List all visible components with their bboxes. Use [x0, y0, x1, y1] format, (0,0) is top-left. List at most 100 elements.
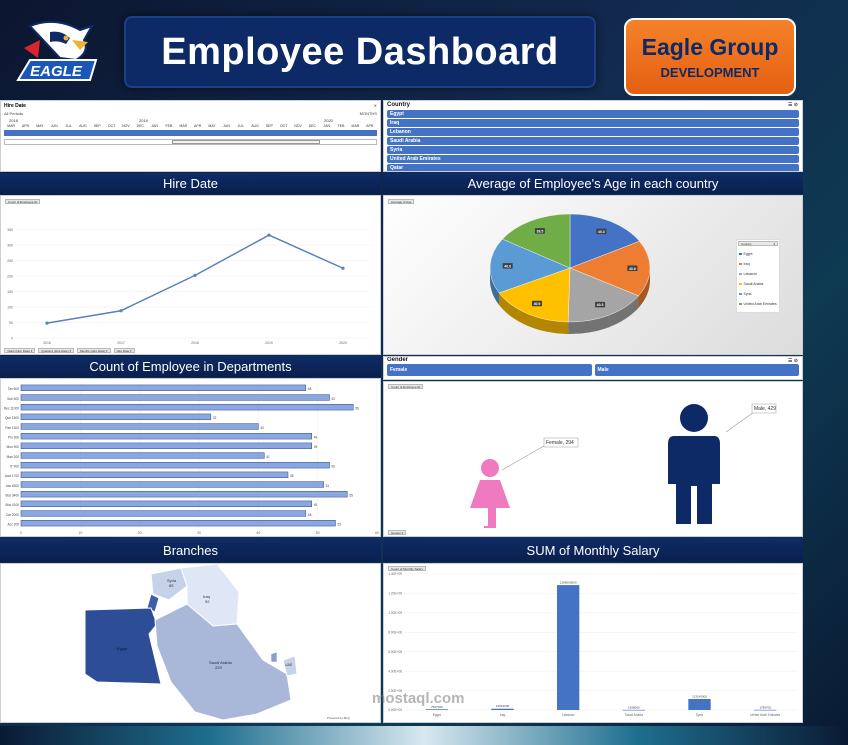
- gender-axis-field-button[interactable]: Gender ▾: [388, 530, 407, 535]
- salary-bar: [491, 708, 514, 710]
- salary-bar: [622, 709, 645, 711]
- timeline-month[interactable]: NOV: [294, 124, 302, 128]
- dept-bar: [20, 442, 312, 449]
- dept-bar: [20, 500, 312, 507]
- map-region-lebanon: [146, 593, 160, 613]
- line-filter-button[interactable]: Years (Hire Date) ▾: [4, 348, 36, 353]
- slicer-multiselect-icon[interactable]: ☰ ⊘: [787, 102, 798, 108]
- timeline-month[interactable]: AUG: [251, 124, 259, 128]
- line-filter-button[interactable]: Months (Hire Date) ▾: [76, 348, 111, 353]
- timeline-month[interactable]: JAN: [151, 124, 158, 128]
- timeline-month[interactable]: JUN: [222, 124, 230, 128]
- country-slicer[interactable]: Country ☰ ⊘ Egypt Iraq Lebanon Saudi Arabia…: [383, 100, 803, 172]
- timeline-month[interactable]: JUL: [65, 124, 72, 128]
- timeline-granularity[interactable]: MONTHS: [359, 111, 377, 116]
- timeline-month[interactable]: APR: [21, 124, 30, 128]
- timeline-month[interactable]: OCT: [280, 124, 288, 128]
- country-item[interactable]: Egypt: [387, 110, 799, 118]
- line-value-field-button[interactable]: Count of Employee ID: [5, 199, 41, 204]
- pie-value-field-button[interactable]: Average of Age: [388, 199, 415, 204]
- timeline-month[interactable]: JUL: [237, 124, 244, 128]
- line-filter-button[interactable]: Hire Date ▾: [113, 348, 135, 353]
- timeline-month[interactable]: OCT: [107, 124, 116, 128]
- line-x-tick: 2020: [339, 341, 347, 345]
- dept-x-tick: 40: [256, 531, 260, 535]
- dept-bar: [20, 481, 324, 488]
- map-credit: Powered by Bing: [327, 716, 350, 720]
- country-item[interactable]: Qatar: [387, 164, 799, 171]
- timeline-month[interactable]: APR: [194, 124, 202, 128]
- timeline-month[interactable]: FEB: [165, 124, 173, 128]
- salary-value-field-button[interactable]: Count of Monthly Salary: [388, 566, 427, 571]
- pie-slice-side: [638, 268, 650, 308]
- country-item[interactable]: Syria: [387, 146, 799, 154]
- timeline-month[interactable]: MAY: [36, 124, 44, 128]
- hire-date-line-chart: 0 50 100 150 200 250 300 350 2016 2017 2018 2019 202…: [7, 228, 371, 345]
- gender-item-male[interactable]: Male: [594, 364, 799, 376]
- pie-data-label: 40.0: [504, 264, 511, 268]
- line-y-tick: 0: [11, 337, 13, 341]
- timeline-month[interactable]: MAR: [179, 124, 188, 128]
- salary-y-tick: 4.00E+08: [388, 669, 402, 673]
- timeline-month[interactable]: DEC: [136, 124, 144, 128]
- salary-category-label: Lebanon: [562, 713, 575, 717]
- dept-data-label: 48: [308, 513, 312, 517]
- timeline-month[interactable]: DEC: [308, 124, 317, 128]
- dept-category-label: Mon 900: [7, 445, 20, 449]
- logo-text: EAGLE: [30, 63, 83, 80]
- pie-slice-side: [490, 268, 500, 305]
- dept-category-label: Tax 600: [8, 387, 19, 391]
- timeline-month[interactable]: AUG: [79, 124, 87, 128]
- salary-data-label: 113140000: [692, 695, 707, 699]
- timeline-month[interactable]: JAN: [323, 124, 331, 128]
- section-bar-hire-date: Hire Date: [0, 173, 381, 194]
- gender-value-field-button[interactable]: Count of Employee ID: [388, 384, 424, 389]
- gender-item-female[interactable]: Female: [387, 364, 592, 376]
- dept-data-label: 41: [266, 455, 270, 459]
- pie-legend-item: Syria: [739, 289, 777, 299]
- timeline-year: 2020: [324, 118, 333, 123]
- timeline-scrollbar[interactable]: [4, 139, 377, 145]
- gender-multiselect-icon[interactable]: ☰ ⊘: [787, 357, 798, 364]
- timeline-month[interactable]: JUN: [50, 124, 58, 128]
- map-value-syria: 85: [169, 583, 174, 588]
- country-item[interactable]: United Arab Emirates: [387, 155, 799, 163]
- timeline-year: 2019: [139, 118, 148, 123]
- salary-data-label: 1268000: [628, 705, 640, 709]
- pie-label-box: [502, 263, 513, 269]
- dept-category-label: Car 2000: [6, 513, 19, 517]
- line-filter-button[interactable]: Quarters (Hire Date) ▾: [38, 348, 74, 353]
- timeline-month[interactable]: MAY: [208, 124, 216, 128]
- clear-filter-icon[interactable]: ✕: [373, 103, 377, 108]
- dept-data-label: 49: [314, 445, 318, 449]
- pie-slice: [567, 267, 639, 323]
- timeline-month[interactable]: NOV: [122, 124, 130, 128]
- page-title: Employee Dashboard: [161, 30, 559, 73]
- timeline-month[interactable]: MAR: [7, 124, 16, 128]
- timeline-month[interactable]: APR: [366, 124, 374, 128]
- timeline-month[interactable]: MAR: [351, 124, 360, 128]
- timeline-month[interactable]: FEB: [337, 124, 345, 128]
- salary-y-tick: 1.40E+09: [388, 572, 402, 576]
- hire-date-chart-panel: Count of Employee ID 0 50 100 150 200 250 300 3…: [0, 195, 381, 355]
- salary-category-label: Egypt: [433, 713, 441, 717]
- salary-bar: [754, 709, 777, 711]
- timeline-month[interactable]: SEP: [265, 124, 273, 128]
- country-item[interactable]: Iraq: [387, 119, 799, 127]
- country-item[interactable]: Saudi Arabia: [387, 137, 799, 145]
- brand-badge: Eagle Group DEVELOPMENT: [624, 18, 796, 96]
- section-bar-branches: Branches: [0, 538, 381, 562]
- pie-label-box: [534, 228, 545, 234]
- branches-map: Syria 85 Iraq 92 Egypt Saudi Arabia 229 …: [84, 564, 350, 721]
- dept-x-tick: 20: [138, 531, 142, 535]
- gender-slicer[interactable]: Gender ☰ ⊘ Female Male: [383, 356, 803, 380]
- pie-slice-side: [568, 295, 639, 334]
- pie-legend-field-button[interactable]: Country ▾: [738, 241, 778, 246]
- hire-date-timeline[interactable]: Hire Date ✕ All Periods MONTHS 2018 2019 2…: [0, 100, 381, 172]
- timeline-bar[interactable]: [4, 130, 377, 136]
- line-y-tick: 350: [7, 228, 13, 232]
- country-item[interactable]: Lebanon: [387, 128, 799, 136]
- timeline-month[interactable]: SEP: [93, 124, 101, 128]
- dept-bar: [20, 384, 307, 391]
- dept-data-label: 55: [349, 494, 353, 498]
